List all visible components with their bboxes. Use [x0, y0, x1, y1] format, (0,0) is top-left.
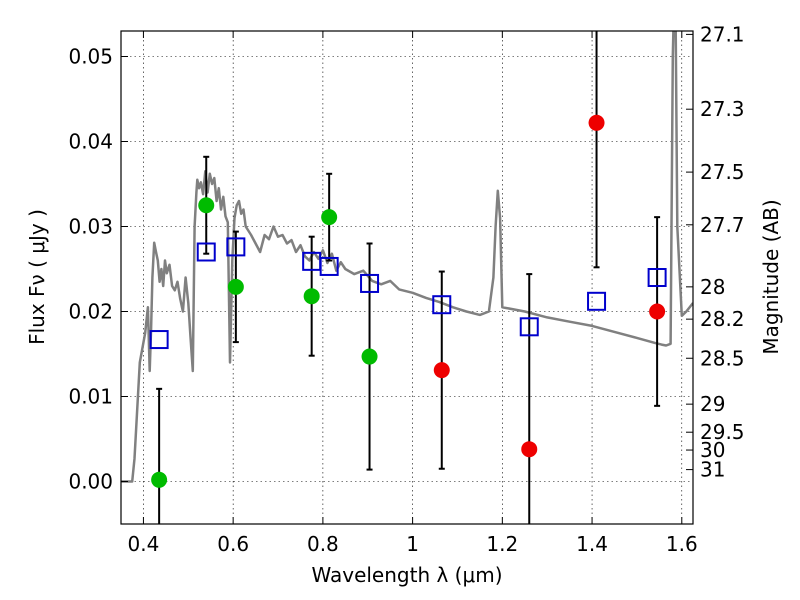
magnitude-tick-label: 28: [700, 275, 725, 299]
plot-frame: [120, 30, 694, 525]
non-detection-point: [649, 303, 666, 320]
grid-lines: [121, 31, 693, 524]
x-tick-label: 0.4: [128, 532, 160, 556]
model-square-marker: [319, 256, 339, 276]
markers-layer: [149, 114, 667, 488]
magnitude-tick-label: 30: [700, 438, 725, 462]
detection-point: [227, 278, 244, 295]
x-tick-label: 1.2: [486, 532, 518, 556]
y-axis-right-title: Magnitude (AB): [759, 199, 783, 354]
magnitude-tick-label: 27.5: [700, 160, 745, 184]
x-axis-title: Wavelength λ (μm): [311, 563, 502, 587]
detection-point: [151, 471, 168, 488]
magnitude-tick-label: 27.7: [700, 213, 745, 237]
x-axis-ticks: 0.4 0.6 0.8 1 1.2 1.4 1.6: [128, 31, 698, 556]
magnitude-tick-label: 28.2: [700, 307, 745, 331]
magnitude-tick-label: 27.3: [700, 97, 745, 121]
y-tick-label: 0.00: [68, 470, 113, 494]
detection-point: [303, 288, 320, 305]
non-detection-point: [588, 114, 605, 131]
x-tick-label: 0.6: [217, 532, 249, 556]
model-square-marker: [360, 273, 380, 293]
detection-point: [321, 209, 338, 226]
magnitude-tick-label: 28.5: [700, 346, 745, 370]
detection-point: [198, 197, 215, 214]
model-square-marker: [519, 317, 539, 337]
model-square-marker: [587, 291, 607, 311]
y-tick-label: 0.02: [68, 300, 113, 324]
y-tick-label: 0.03: [68, 215, 113, 239]
detection-point: [361, 348, 378, 365]
model-square-marker: [432, 295, 452, 315]
magnitude-tick-label: 29: [700, 392, 725, 416]
x-tick-label: 0.8: [307, 532, 339, 556]
x-tick-label: 1.6: [666, 532, 698, 556]
magnitude-tick-label: 27.1: [700, 22, 745, 46]
y-tick-label: 0.05: [68, 45, 113, 69]
model-square-marker: [226, 237, 246, 257]
model-square-marker: [647, 268, 667, 287]
magnitude-tick-label: 31: [700, 458, 725, 482]
y-tick-label: 0.01: [68, 385, 113, 409]
y-axis-ticks: 0.00 0.01 0.02 0.03 0.04 0.05: [68, 45, 128, 494]
non-detection-point: [433, 362, 450, 379]
non-detection-point: [521, 441, 538, 458]
model-square-marker: [149, 330, 169, 350]
sed-template-layer: [121, 31, 693, 483]
magnitude-tick-label: 29.5: [700, 420, 745, 444]
x-tick-label: 1: [406, 532, 419, 556]
y-tick-label: 0.04: [68, 130, 113, 154]
y-axis-title: Flux Fν ( μJy ): [25, 209, 49, 345]
sed-template-line: [121, 31, 693, 483]
model-square-marker: [196, 242, 216, 262]
x-tick-label: 1.4: [576, 532, 608, 556]
